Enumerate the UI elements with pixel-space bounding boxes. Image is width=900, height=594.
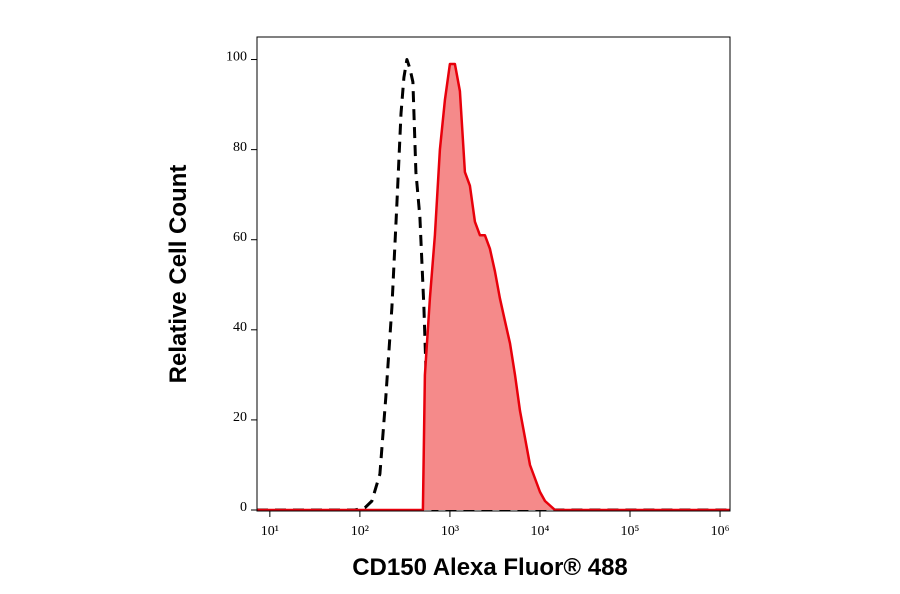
y-tick-label: 40 [233,320,247,335]
area [257,64,730,510]
y-tick-label: 100 [226,50,247,65]
x-tick-label: 10¹ [261,524,279,539]
x-axis-title: CD150 Alexa Fluor® 488 [352,554,628,581]
y-tick-label: 60 [233,230,247,245]
x-tick-label: 10³ [441,524,459,539]
y-axis-title: Relative Cell Count [165,165,192,384]
plot-frame [256,36,731,512]
line [257,62,730,512]
x-tick-label: 10⁵ [621,524,640,539]
x-tick-label: 10⁶ [711,524,730,539]
x-tick-label: 10² [351,524,369,539]
y-tick-label: 0 [240,500,247,515]
y-tick-label: 20 [233,410,247,425]
x-tick-label: 10⁴ [531,524,550,539]
y-tick-label: 80 [233,140,247,155]
